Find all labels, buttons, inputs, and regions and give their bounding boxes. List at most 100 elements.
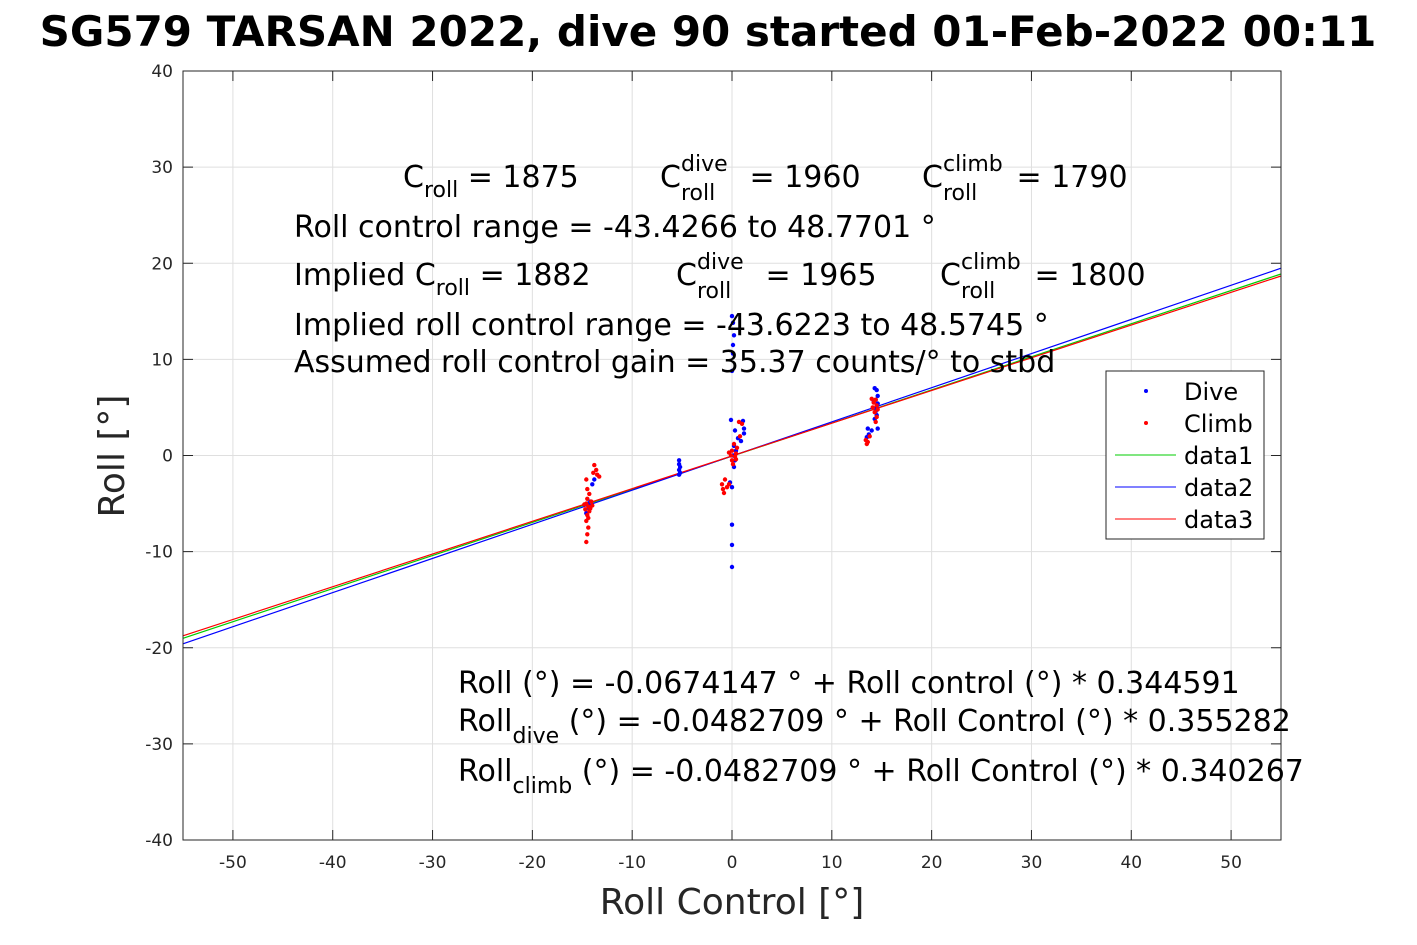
chart-title: SG579 TARSAN 2022, dive 90 started 01-Fe… (40, 7, 1377, 56)
fit-equation-dive: Rolldive (°) = -0.0482709 ° + Roll Contr… (458, 704, 1291, 749)
y-tick-label: -30 (145, 735, 173, 755)
point-climb (720, 486, 726, 492)
roll-control-range-annotation: Roll control range = -43.4266 to 48.7701… (294, 210, 936, 245)
point-climb (585, 496, 590, 501)
point-climb (873, 419, 878, 425)
point-dive (732, 428, 738, 433)
point-climb (872, 410, 877, 415)
point-climb (875, 407, 880, 412)
point-climb (726, 482, 732, 487)
point-climb (731, 441, 737, 447)
point-dive (741, 426, 747, 431)
point-climb (722, 477, 728, 482)
point-dive (730, 342, 736, 348)
axis-ticks: -50 -40 -30 -20 -10 0 10 20 30 40 50 -40 -30 -20 -10 0 1… (145, 62, 1281, 873)
y-tick-label: 30 (151, 158, 173, 178)
point-climb (585, 486, 590, 492)
point-climb (737, 434, 743, 439)
y-tick-label: 10 (151, 350, 173, 370)
point-dive (729, 368, 735, 374)
point-climb (585, 532, 590, 537)
point-climb (592, 462, 597, 468)
point-climb (591, 470, 596, 475)
x-tick-label: 20 (921, 853, 943, 873)
point-climb (586, 515, 591, 521)
y-tick-label: -10 (145, 543, 173, 563)
point-climb (728, 453, 734, 458)
point-climb (587, 491, 592, 497)
point-dive (728, 417, 734, 423)
point-climb (594, 467, 599, 473)
point-dive (738, 438, 744, 444)
point-climb (869, 396, 874, 401)
point-dive (874, 387, 879, 393)
point-dive (590, 482, 595, 487)
y-tick-label: 20 (151, 254, 173, 274)
annotations: Croll = 1875 Cdive roll = 1960 Cclimb roll… (294, 152, 1304, 799)
point-climb (730, 462, 736, 467)
y-tick-label: 40 (151, 62, 173, 82)
x-tick-label: 0 (727, 853, 738, 873)
point-dive (729, 485, 735, 490)
point-dive (730, 320, 736, 325)
point-climb (871, 400, 876, 405)
point-climb (867, 434, 872, 439)
point-dive (592, 477, 597, 482)
point-dive (869, 428, 874, 433)
implied-c-roll-climb-annotation: Cclimb roll = 1800 (940, 250, 1146, 304)
legend-label-dive: Dive (1184, 378, 1238, 406)
point-climb (597, 474, 602, 479)
y-tick-label: -20 (145, 639, 173, 659)
legend-label-climb: Climb (1184, 410, 1253, 438)
point-dive (730, 351, 736, 356)
implied-c-roll-dive-annotation: Cdive roll = 1965 (676, 250, 877, 304)
x-tick-label: 50 (1220, 853, 1242, 873)
point-dive (741, 431, 747, 436)
legend-label-data1: data1 (1184, 442, 1253, 470)
x-tick-label: 10 (821, 853, 843, 873)
point-dive (729, 542, 735, 548)
point-dive (729, 522, 735, 527)
legend-swatch-climb (1144, 421, 1148, 425)
point-climb (874, 403, 879, 408)
point-climb (721, 490, 727, 496)
c-roll-climb-annotation: Cclimb roll = 1790 (922, 152, 1128, 206)
point-dive (729, 564, 735, 570)
legend-label-data3: data3 (1184, 506, 1253, 534)
x-tick-label: 30 (1021, 853, 1043, 873)
point-climb (589, 499, 594, 504)
y-tick-label: -40 (145, 831, 173, 851)
point-climb (582, 502, 587, 507)
point-climb (874, 414, 879, 420)
x-tick-label: -10 (618, 853, 646, 873)
c-roll-annotation: Croll = 1875 (403, 160, 579, 203)
x-tick-label: -30 (419, 853, 447, 873)
point-climb (586, 525, 591, 530)
point-climb (733, 451, 739, 456)
c-roll-dive-annotation: Cdive roll = 1960 (660, 152, 861, 206)
point-climb (729, 458, 735, 463)
point-climb (588, 506, 593, 511)
x-tick-label: 40 (1120, 853, 1142, 873)
point-climb (584, 539, 589, 545)
point-dive (865, 426, 870, 431)
point-climb (719, 482, 725, 487)
point-dive (676, 472, 682, 477)
x-tick-label: -40 (319, 853, 347, 873)
fit-equation-climb: Rollclimb (°) = -0.0482709 ° + Roll Cont… (458, 754, 1304, 799)
legend: Dive Climb data1 data2 data3 (1105, 370, 1265, 540)
legend-label-data2: data2 (1184, 474, 1253, 502)
point-climb (870, 405, 875, 410)
point-dive (729, 313, 735, 319)
x-axis-label: Roll Control [°] (600, 882, 865, 923)
implied-roll-control-range-annotation: Implied roll control range = -43.6223 to… (294, 308, 1049, 343)
point-dive (731, 333, 737, 338)
point-climb (865, 439, 870, 445)
fit-equation-all: Roll (°) = -0.0674147 ° + Roll control (… (458, 666, 1240, 701)
data-points (582, 313, 880, 570)
legend-swatch-dive (1144, 389, 1148, 393)
point-dive (875, 426, 880, 431)
point-dive (676, 458, 682, 463)
point-dive (875, 393, 880, 399)
